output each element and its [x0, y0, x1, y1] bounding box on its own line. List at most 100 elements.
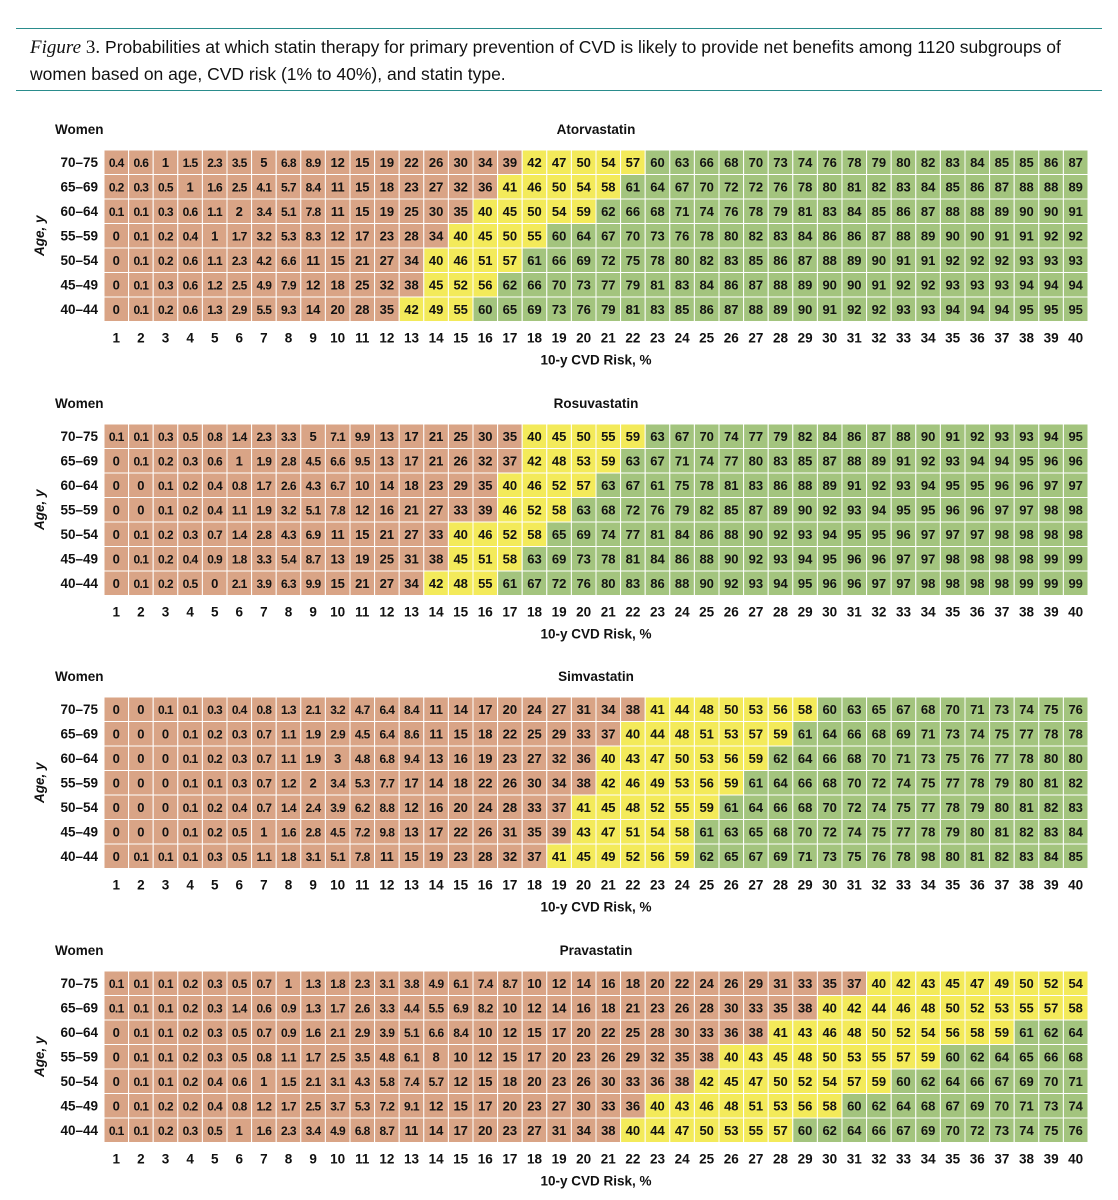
cell-value-label: 1.7: [232, 229, 248, 243]
cell-value-label: 23: [453, 849, 467, 864]
heatmap-cell: [374, 223, 400, 249]
cell-value-label: 98: [970, 551, 984, 566]
cell-value-label: 36: [626, 1098, 640, 1113]
cell-value-label: 63: [847, 702, 861, 717]
cell-value-label: 45: [945, 976, 959, 991]
cell-value-label: 0.4: [207, 1099, 223, 1113]
cell-value-label: 69: [576, 253, 590, 268]
cell-value-label: 0.2: [158, 577, 174, 591]
cell-value-label: 14: [429, 1123, 444, 1138]
cell-value-label: 4.2: [256, 254, 272, 268]
heatmap-cell: [103, 1117, 130, 1143]
cell-value-label: 95: [1044, 302, 1058, 317]
cell-value-label: 0.3: [183, 454, 199, 468]
risk-tick-label: 36: [970, 1152, 986, 1167]
cell-value-label: 42: [404, 302, 418, 317]
cell-value-label: 86: [699, 527, 713, 542]
cell-value-label: 57: [576, 478, 590, 493]
cell-value-label: 18: [380, 179, 394, 194]
cell-value-label: 97: [896, 576, 910, 591]
cell-value-label: 84: [798, 228, 813, 243]
cell-value-label: 77: [945, 775, 959, 790]
cell-value-label: 17: [429, 824, 443, 839]
cell-value-label: 52: [970, 1000, 984, 1015]
cell-value-label: 37: [601, 726, 615, 741]
cell-value-label: 80: [995, 800, 1009, 815]
risk-tick-label: 9: [309, 1152, 317, 1167]
heatmap-cell: [989, 174, 1015, 200]
heatmap-cell: [620, 1093, 646, 1119]
cell-value-label: 1.2: [281, 776, 297, 790]
cell-value-label: 85: [995, 155, 1009, 170]
risk-tick-label: 36: [970, 878, 986, 893]
cell-value-label: 56: [773, 702, 787, 717]
risk-tick-label: 10: [330, 331, 345, 346]
cell-value-label: 28: [503, 800, 517, 815]
cell-value-label: 0.3: [232, 727, 248, 741]
cell-value-label: 59: [675, 849, 689, 864]
cell-value-label: 80: [724, 228, 738, 243]
risk-tick-label: 39: [1044, 878, 1059, 893]
cell-value-label: 17: [404, 429, 418, 444]
cell-value-label: 18: [601, 1000, 615, 1015]
risk-tick-label: 31: [847, 605, 863, 620]
cell-value-label: 14: [380, 478, 395, 493]
cell-value-label: 93: [995, 277, 1009, 292]
cell-value-label: 69: [527, 302, 541, 317]
heatmap-cell: [644, 1093, 671, 1119]
risk-tick-label: 22: [625, 331, 640, 346]
cell-value-label: 14: [429, 775, 444, 790]
cell-value-label: 4.5: [355, 727, 371, 741]
cell-value-label: 40: [822, 1000, 836, 1015]
cell-value-label: 80: [896, 155, 910, 170]
cell-value-label: 64: [650, 179, 665, 194]
cell-value-label: 41: [552, 849, 566, 864]
cell-value-label: 55: [601, 429, 615, 444]
cell-value-label: 14: [576, 976, 591, 991]
cell-value-label: 93: [945, 277, 959, 292]
heatmap-cell: [128, 296, 154, 322]
cell-value-label: 0.3: [207, 1026, 223, 1040]
heatmap-cell: [620, 1019, 646, 1045]
cell-value-label: 32: [552, 751, 566, 766]
heatmap-cell: [152, 995, 179, 1021]
cell-value-label: 75: [675, 478, 689, 493]
cell-value-label: 84: [1044, 849, 1059, 864]
cell-value-label: 53: [675, 775, 689, 790]
cell-value-label: 46: [478, 527, 492, 542]
cell-value-label: 4.5: [330, 825, 346, 839]
cell-value-label: 0.1: [133, 430, 149, 444]
cell-value-label: 92: [896, 277, 910, 292]
heatmap-cell: [595, 472, 622, 498]
cell-value-label: 75: [1044, 1123, 1058, 1138]
heatmap-cell: [743, 819, 769, 845]
y-axis-label: Age, y: [32, 488, 47, 531]
heatmap-cell: [423, 174, 449, 200]
risk-tick-label: 27: [748, 605, 763, 620]
heatmap-cell: [890, 497, 917, 523]
cell-value-label: 29: [453, 478, 467, 493]
cell-value-label: 4.9: [256, 278, 272, 292]
cell-value-label: 91: [896, 453, 910, 468]
cell-value-label: 95: [945, 478, 959, 493]
cell-value-label: 0: [162, 726, 169, 741]
cell-value-label: 59: [724, 775, 738, 790]
cell-value-label: 40: [453, 527, 467, 542]
risk-tick-label: 13: [404, 1152, 420, 1167]
cell-value-label: 11: [405, 1123, 419, 1138]
cell-value-label: 18: [453, 775, 467, 790]
cell-value-label: 0: [113, 502, 120, 517]
cell-value-label: 73: [822, 849, 836, 864]
cell-value-label: 0.1: [183, 703, 199, 717]
age-tick-label: 45–49: [60, 551, 98, 566]
heatmap-cell: [743, 1044, 769, 1070]
cell-value-label: 90: [847, 277, 861, 292]
cell-value-label: 72: [552, 576, 566, 591]
heatmap-cell: [398, 1068, 425, 1094]
cell-value-label: 39: [478, 502, 492, 517]
cell-value-label: 29: [626, 1049, 640, 1064]
heatmap-cell: [1062, 721, 1089, 747]
cell-value-label: 31: [503, 824, 517, 839]
cell-value-label: 85: [798, 453, 812, 468]
cell-value-label: 32: [380, 277, 394, 292]
